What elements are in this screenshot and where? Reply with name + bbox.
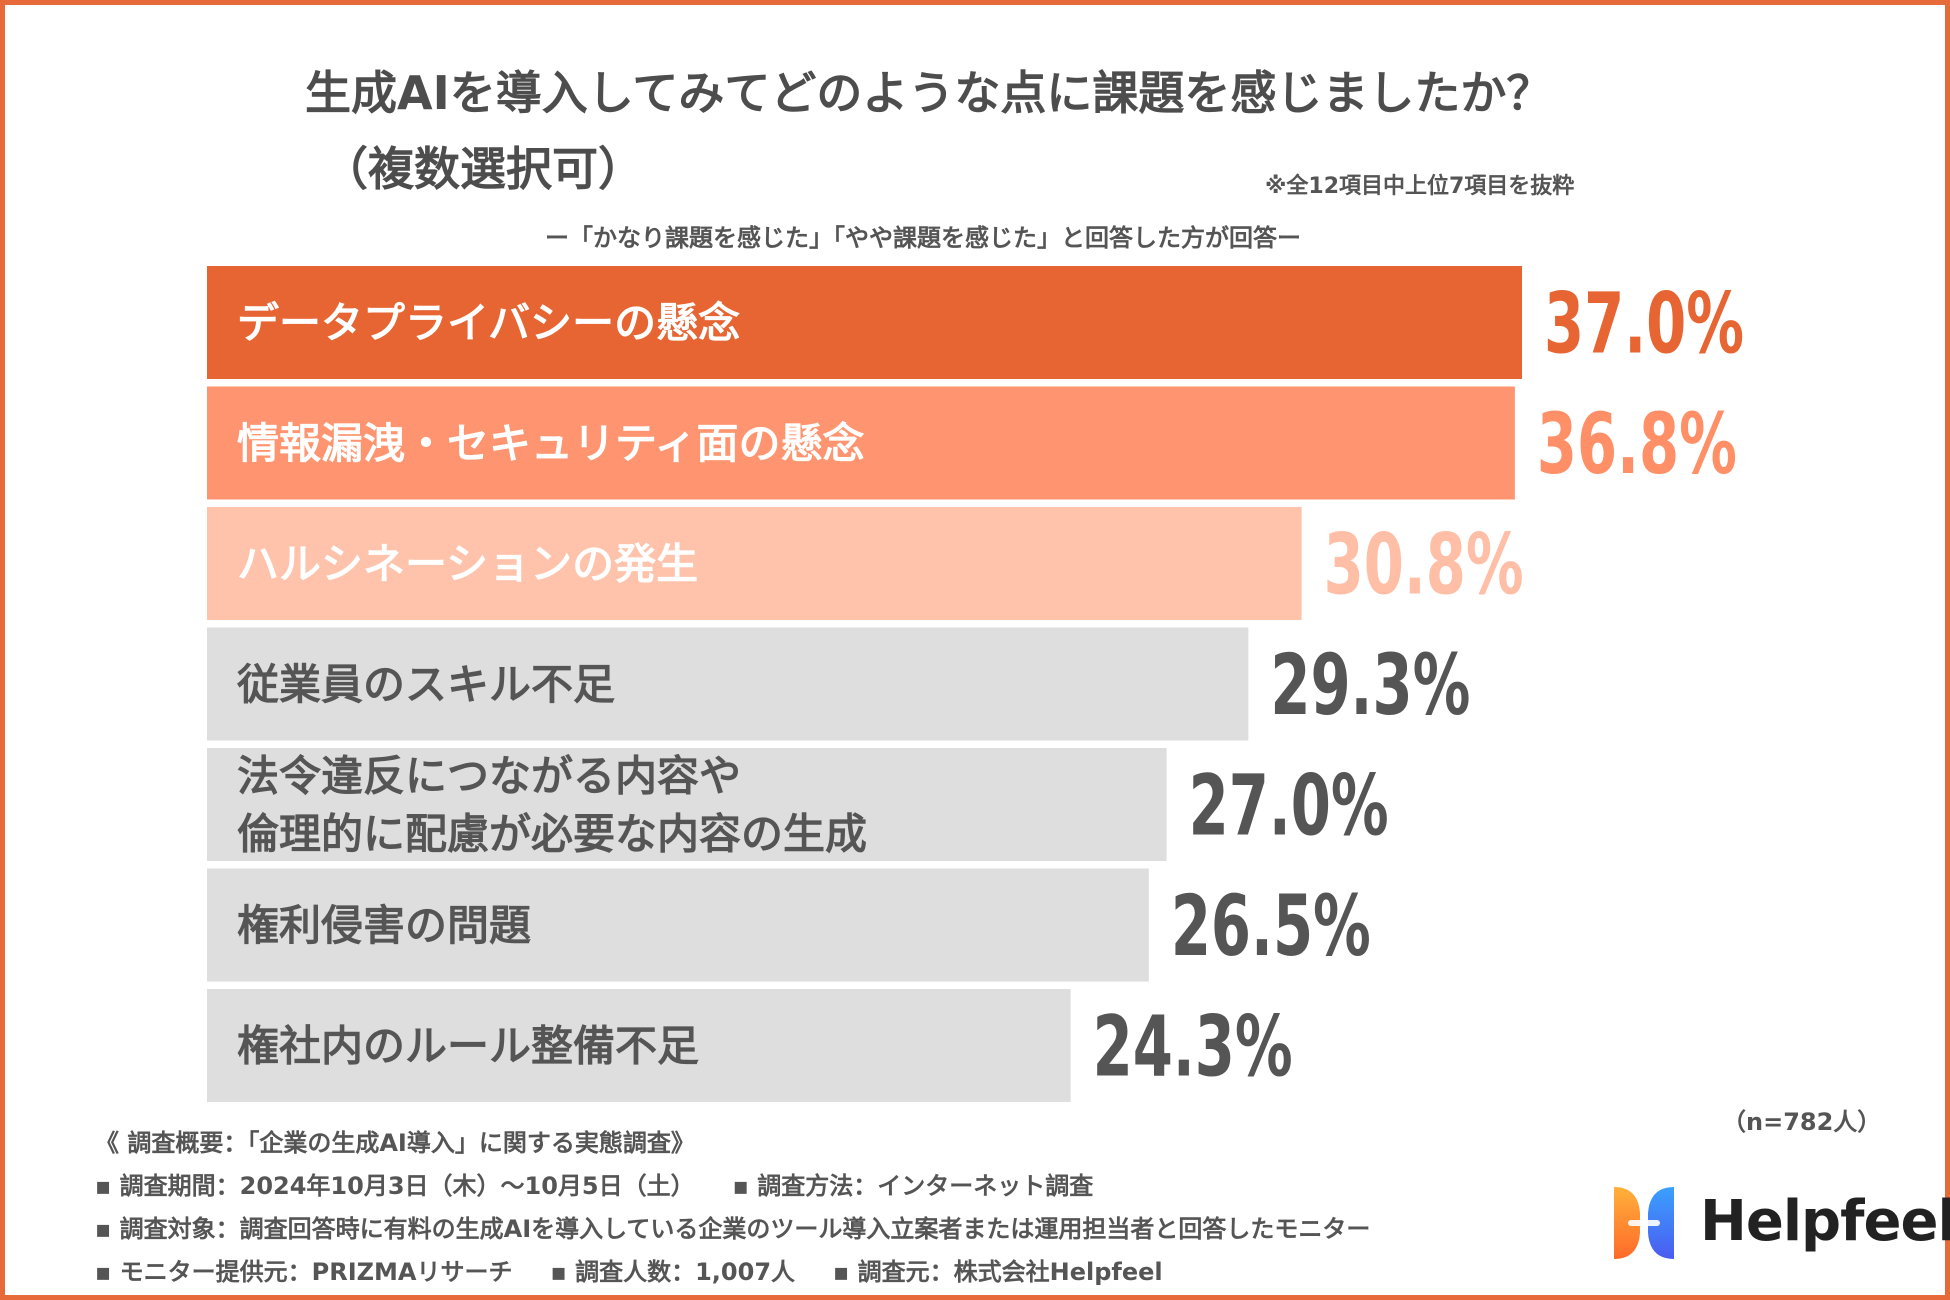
bar-6 (207, 868, 1149, 982)
survey-overview: 《 調査概要：「企業の生成AI導入」に関する実態調査》 ▪ 調査期間：2024年… (95, 1122, 1655, 1294)
value-label-5: 27.0% (1189, 757, 1389, 855)
bar-label-1: データプライバシーの懸念 (237, 299, 740, 348)
chart-title: 生成AIを導入してみてどのような点に課題を感じましたか？ (305, 66, 1553, 120)
bar-label-6: 権利侵害の問題 (237, 901, 531, 950)
value-label-4: 29.3% (1270, 636, 1470, 734)
value-label-2: 36.8% (1537, 395, 1737, 493)
bar-3 (207, 507, 1302, 620)
bar-label-5-line-1: 法令違反につながる内容や (237, 752, 741, 801)
bar-label-7: 権社内のルール整備不足 (237, 1022, 699, 1071)
bar-label-4: 従業員のスキル不足 (236, 660, 615, 709)
extraction-note: ※全12項目中上位7項目を抜粋 (1265, 174, 1575, 199)
bar-2 (207, 386, 1515, 500)
survey-method: ▪ 調査方法：インターネット調査 (732, 1172, 1094, 1200)
footer-line-2: ▪ 調査期間：2024年10月3日（木）〜10月5日（土） ▪ 調査方法：インター… (95, 1165, 1655, 1208)
helpfeel-logo-icon (1614, 1187, 1674, 1259)
helpfeel-logo: Helpfeel (1608, 1183, 1950, 1269)
survey-source: ▪ 調査元：株式会社Helpfeel (833, 1258, 1163, 1286)
value-label-1: 37.0% (1544, 275, 1744, 373)
bar-5 (207, 748, 1167, 861)
bar-label-3: ハルシネーションの発生 (237, 540, 698, 589)
footer-line-1: 《 調査概要：「企業の生成AI導入」に関する実態調査》 (95, 1129, 695, 1157)
value-label-6: 26.5% (1171, 877, 1371, 975)
survey-count: ▪ 調査人数：1,007人 (550, 1258, 796, 1286)
helpfeel-logo-text: Helpfeel (1700, 1189, 1950, 1254)
chart-subtitle: ー「かなり課題を感じた」「やや課題を感じた」と回答した方が回答ー (545, 224, 1301, 252)
bar-7 (207, 989, 1071, 1102)
bar-1 (207, 266, 1522, 379)
sample-size-label: （n=782人） (1722, 1108, 1882, 1136)
bar-label-5-line-2: 倫理的に配慮が必要な内容の生成 (237, 810, 867, 859)
bar-label-2: 情報漏洩・セキュリティ面の懸念 (237, 419, 864, 468)
monitor-provider: ▪ モニター提供元：PRIZMAリサーチ (95, 1258, 513, 1286)
chart-title-sub: （複数選択可） (322, 142, 644, 196)
footer-line-4: ▪ モニター提供元：PRIZMAリサーチ ▪ 調査人数：1,007人 ▪ 調査元：株… (95, 1251, 1655, 1294)
value-label-3: 30.8% (1324, 516, 1524, 614)
survey-period: ▪ 調査期間：2024年10月3日（木）〜10月5日（土） (95, 1172, 695, 1200)
value-label-7: 24.3% (1093, 998, 1293, 1096)
bar-4 (207, 627, 1249, 741)
footer-line-3: ▪ 調査対象：調査回答時に有料の生成AIを導入している企業のツール導入立案者また… (95, 1215, 1371, 1243)
